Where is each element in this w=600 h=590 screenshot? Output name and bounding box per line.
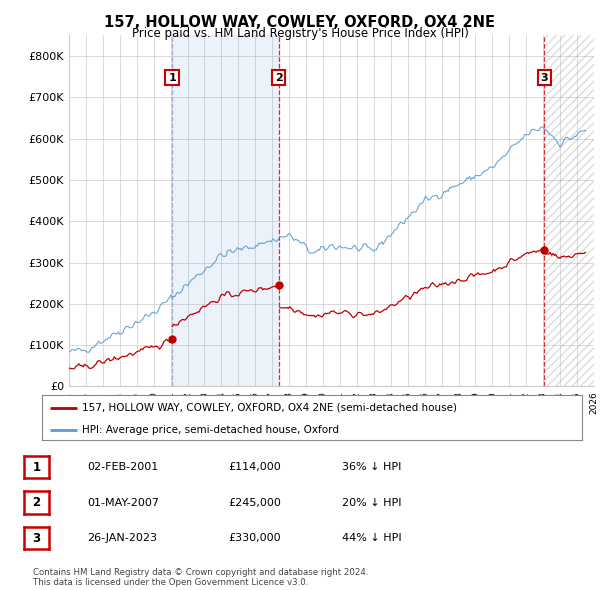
Text: 44% ↓ HPI: 44% ↓ HPI — [342, 533, 401, 543]
Text: 3: 3 — [32, 532, 41, 545]
Text: 3: 3 — [541, 73, 548, 83]
Text: 157, HOLLOW WAY, COWLEY, OXFORD, OX4 2NE (semi-detached house): 157, HOLLOW WAY, COWLEY, OXFORD, OX4 2NE… — [83, 403, 458, 412]
Text: £114,000: £114,000 — [228, 463, 281, 472]
Text: 157, HOLLOW WAY, COWLEY, OXFORD, OX4 2NE: 157, HOLLOW WAY, COWLEY, OXFORD, OX4 2NE — [104, 15, 496, 30]
Text: 20% ↓ HPI: 20% ↓ HPI — [342, 498, 401, 507]
Text: 26-JAN-2023: 26-JAN-2023 — [87, 533, 157, 543]
Text: HPI: Average price, semi-detached house, Oxford: HPI: Average price, semi-detached house,… — [83, 425, 340, 435]
Bar — [544, 35, 594, 386]
Bar — [544, 35, 594, 386]
Text: £330,000: £330,000 — [228, 533, 281, 543]
Text: 1: 1 — [32, 461, 41, 474]
Text: 02-FEB-2001: 02-FEB-2001 — [87, 463, 158, 472]
Text: 2: 2 — [275, 73, 283, 83]
Text: Price paid vs. HM Land Registry's House Price Index (HPI): Price paid vs. HM Land Registry's House … — [131, 27, 469, 40]
Text: 36% ↓ HPI: 36% ↓ HPI — [342, 463, 401, 472]
Bar — [172, 35, 278, 386]
Text: 01-MAY-2007: 01-MAY-2007 — [87, 498, 159, 507]
Text: £245,000: £245,000 — [228, 498, 281, 507]
Text: Contains HM Land Registry data © Crown copyright and database right 2024.
This d: Contains HM Land Registry data © Crown c… — [33, 568, 368, 587]
Text: 2: 2 — [32, 496, 41, 509]
Text: 1: 1 — [168, 73, 176, 83]
